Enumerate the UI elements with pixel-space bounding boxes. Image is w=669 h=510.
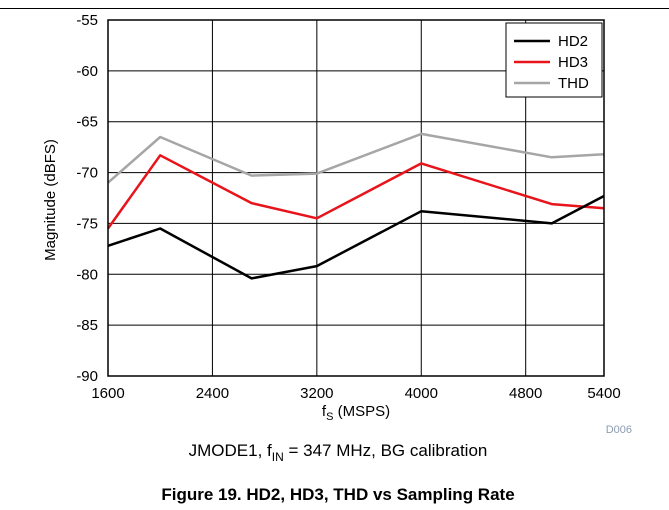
x-tick-label: 5400	[587, 385, 620, 402]
series-line-hd3	[106, 154, 605, 230]
x-tick-labels: 1600 2400 3200 4000 4800 5400	[91, 385, 620, 402]
figure-caption: Figure 19. HD2, HD3, THD vs Sampling Rat…	[161, 485, 514, 504]
x-tick-label: 2400	[196, 385, 229, 402]
x-tick-label: 4800	[509, 385, 542, 402]
legend-label-hd3: HD3	[558, 54, 588, 71]
legend-label-thd: THD	[558, 75, 589, 92]
y-tick-label: -70	[76, 165, 98, 182]
legend-label-hd2: HD2	[558, 33, 588, 50]
y-axis-label: Magnitude (dBFS)	[42, 139, 59, 261]
legend: HD2 HD3 THD	[505, 22, 603, 98]
y-tick-labels: -55 -60 -65 -70 -75 -80 -85 -90	[76, 12, 98, 385]
legend-box	[505, 22, 603, 98]
y-tick-label: -85	[76, 317, 98, 334]
series-line-hd2	[107, 194, 605, 280]
x-tick-label: 3200	[300, 385, 333, 402]
series-lines	[106, 132, 605, 280]
x-tick-label: 4000	[405, 385, 438, 402]
y-tick-label: -55	[76, 12, 98, 29]
plot-frame	[107, 19, 605, 377]
chart-caption: JMODE1, fIN = 347 MHz, BG calibration	[189, 441, 488, 464]
y-tick-label: -90	[76, 368, 98, 385]
series-line-thd	[107, 132, 605, 184]
x-axis-label: fS (MSPS)	[322, 403, 390, 423]
y-tick-label: -75	[76, 215, 98, 232]
y-tick-label: -65	[76, 114, 98, 131]
x-tick-label: 1600	[91, 385, 124, 402]
top-rule	[0, 8, 669, 9]
y-tick-label: -80	[76, 266, 98, 283]
figure-code: D006	[606, 424, 632, 436]
y-tick-label: -60	[76, 63, 98, 80]
